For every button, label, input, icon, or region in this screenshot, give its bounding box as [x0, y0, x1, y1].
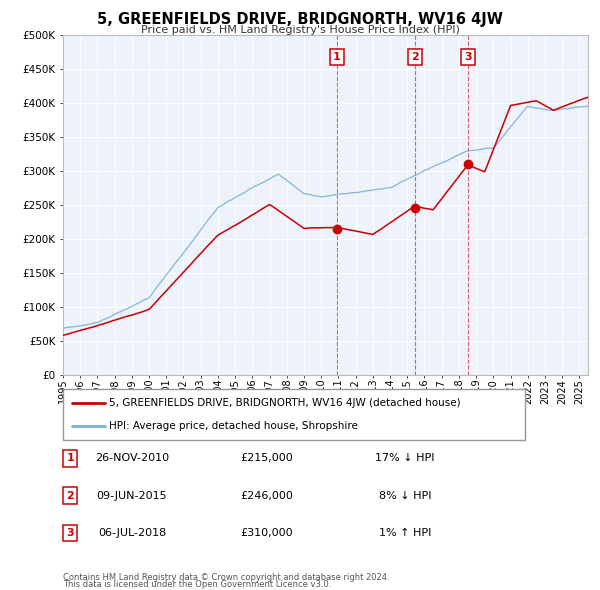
Text: 2: 2 — [411, 52, 419, 62]
Text: £310,000: £310,000 — [241, 528, 293, 537]
Text: 1: 1 — [333, 52, 341, 62]
Text: £246,000: £246,000 — [241, 491, 293, 500]
Text: 3: 3 — [67, 528, 74, 537]
Text: This data is licensed under the Open Government Licence v3.0.: This data is licensed under the Open Gov… — [63, 581, 331, 589]
Text: 2: 2 — [67, 491, 74, 500]
Text: 1% ↑ HPI: 1% ↑ HPI — [379, 528, 431, 537]
Text: 1: 1 — [67, 454, 74, 463]
Text: 3: 3 — [464, 52, 472, 62]
Text: 06-JUL-2018: 06-JUL-2018 — [98, 528, 166, 537]
Text: £215,000: £215,000 — [241, 454, 293, 463]
Text: Price paid vs. HM Land Registry's House Price Index (HPI): Price paid vs. HM Land Registry's House … — [140, 25, 460, 35]
Text: HPI: Average price, detached house, Shropshire: HPI: Average price, detached house, Shro… — [109, 421, 358, 431]
Text: 5, GREENFIELDS DRIVE, BRIDGNORTH, WV16 4JW (detached house): 5, GREENFIELDS DRIVE, BRIDGNORTH, WV16 4… — [109, 398, 461, 408]
Text: 09-JUN-2015: 09-JUN-2015 — [97, 491, 167, 500]
Text: 17% ↓ HPI: 17% ↓ HPI — [375, 454, 435, 463]
Text: 26-NOV-2010: 26-NOV-2010 — [95, 454, 169, 463]
Text: 5, GREENFIELDS DRIVE, BRIDGNORTH, WV16 4JW: 5, GREENFIELDS DRIVE, BRIDGNORTH, WV16 4… — [97, 12, 503, 27]
Text: 8% ↓ HPI: 8% ↓ HPI — [379, 491, 431, 500]
Text: Contains HM Land Registry data © Crown copyright and database right 2024.: Contains HM Land Registry data © Crown c… — [63, 573, 389, 582]
